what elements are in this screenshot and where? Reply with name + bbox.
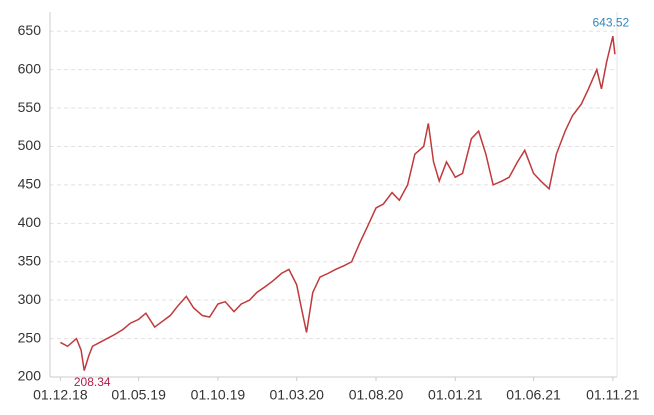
x-tick-label: 01.06.21 — [506, 387, 561, 403]
y-tick-label: 300 — [18, 291, 42, 307]
y-tick-label: 600 — [18, 60, 42, 76]
x-tick-label: 01.03.20 — [269, 387, 324, 403]
y-tick-label: 350 — [18, 252, 42, 268]
value-annotation: 643.52 — [593, 15, 630, 29]
value-annotation: 208.34 — [74, 375, 111, 389]
x-tick-label: 01.01.21 — [428, 387, 483, 403]
x-tick-label: 01.05.19 — [111, 387, 166, 403]
y-tick-label: 250 — [18, 329, 42, 345]
x-tick-label: 01.10.19 — [191, 387, 246, 403]
x-tick-label: 01.11.21 — [586, 387, 640, 403]
price-line — [60, 36, 616, 371]
y-tick-label: 650 — [18, 22, 42, 38]
x-tick-label: 01.12.18 — [33, 387, 88, 403]
x-tick-label: 01.08.20 — [349, 387, 404, 403]
y-tick-label: 400 — [18, 214, 42, 230]
y-tick-label: 450 — [18, 176, 42, 192]
y-tick-label: 500 — [18, 137, 42, 153]
y-tick-label: 200 — [18, 368, 42, 384]
y-tick-label: 550 — [18, 99, 42, 115]
